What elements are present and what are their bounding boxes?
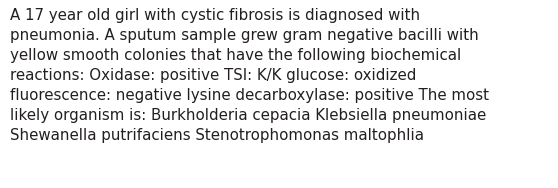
Text: A 17 year old girl with cystic fibrosis is diagnosed with
pneumonia. A sputum sa: A 17 year old girl with cystic fibrosis … <box>10 8 489 143</box>
